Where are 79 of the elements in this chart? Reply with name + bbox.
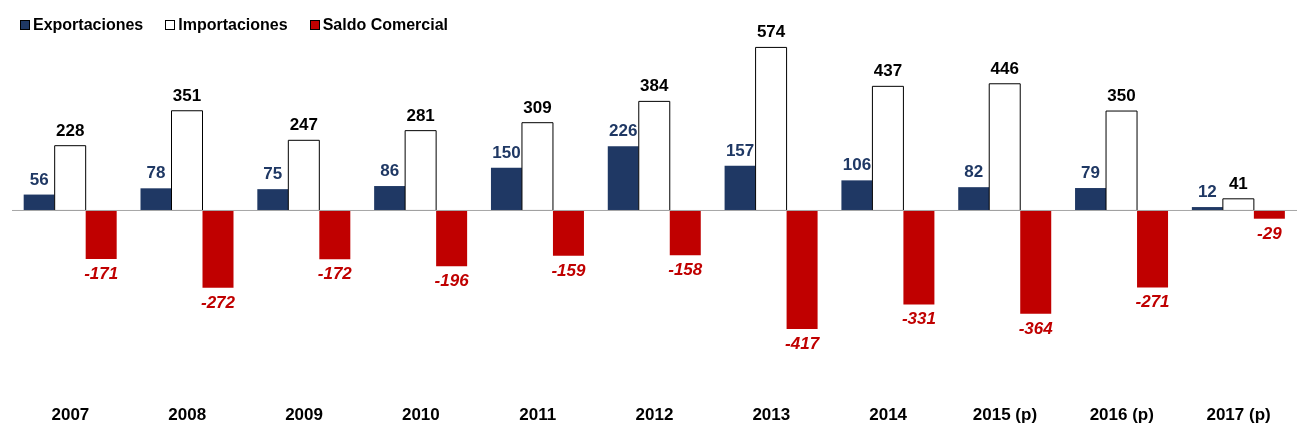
x-tick-label: 2017 (p) bbox=[1206, 405, 1271, 425]
bar bbox=[1253, 210, 1285, 219]
x-tick-label: 2014 bbox=[869, 405, 908, 425]
bar bbox=[958, 187, 990, 211]
data-label: -171 bbox=[84, 264, 119, 284]
legend-label: Saldo Comercial bbox=[322, 16, 448, 34]
bar bbox=[638, 100, 671, 211]
data-label: 309 bbox=[523, 97, 552, 117]
bar bbox=[1020, 210, 1052, 314]
data-label: 574 bbox=[756, 22, 786, 42]
data-label: 247 bbox=[289, 115, 319, 135]
bar bbox=[903, 210, 935, 305]
data-label: -172 bbox=[317, 264, 353, 284]
bar bbox=[669, 210, 701, 256]
data-label: -29 bbox=[1257, 223, 1283, 243]
bar bbox=[85, 210, 117, 260]
data-label: 384 bbox=[640, 76, 669, 96]
bar bbox=[202, 210, 234, 288]
bar bbox=[521, 122, 554, 211]
bar bbox=[1105, 110, 1138, 211]
bar bbox=[1075, 188, 1107, 211]
data-label: 157 bbox=[725, 140, 755, 160]
bar bbox=[1137, 210, 1169, 288]
bar bbox=[988, 83, 1021, 211]
bar bbox=[1222, 198, 1255, 211]
bar bbox=[841, 180, 873, 211]
bar bbox=[786, 210, 818, 329]
x-tick-label: 2007 bbox=[51, 405, 90, 425]
bar bbox=[755, 46, 788, 211]
bar bbox=[140, 188, 172, 211]
data-label: 82 bbox=[964, 162, 984, 182]
bar bbox=[374, 186, 406, 211]
data-label: 351 bbox=[172, 85, 202, 105]
bar bbox=[490, 167, 522, 211]
bar bbox=[257, 189, 289, 211]
data-label: 226 bbox=[609, 121, 638, 141]
bar bbox=[54, 145, 87, 211]
data-label: 41 bbox=[1228, 173, 1248, 193]
x-tick-label: 2009 bbox=[285, 405, 323, 425]
data-label: 12 bbox=[1197, 182, 1217, 202]
data-label: 79 bbox=[1081, 163, 1101, 183]
bar bbox=[23, 194, 55, 211]
bar bbox=[871, 85, 904, 211]
data-label: -331 bbox=[901, 309, 936, 329]
data-label: 281 bbox=[406, 105, 435, 125]
bar bbox=[552, 210, 584, 256]
data-label: -158 bbox=[668, 260, 703, 280]
data-label: -271 bbox=[1135, 292, 1170, 312]
data-label: 106 bbox=[842, 155, 872, 175]
data-label: -196 bbox=[434, 271, 470, 291]
bar bbox=[404, 130, 437, 211]
data-label: -417 bbox=[785, 333, 821, 353]
data-label: 228 bbox=[55, 120, 85, 140]
data-label: 56 bbox=[29, 169, 49, 189]
data-label: 86 bbox=[380, 161, 400, 181]
data-label: 150 bbox=[492, 142, 521, 162]
x-tick-label: 2012 bbox=[635, 405, 674, 425]
x-tick-label: 2011 bbox=[519, 405, 557, 425]
data-label: -272 bbox=[200, 292, 236, 312]
bar bbox=[319, 210, 351, 260]
x-tick-label: 2016 (p) bbox=[1089, 405, 1154, 425]
data-label: 75 bbox=[263, 164, 283, 184]
data-label: -364 bbox=[1018, 318, 1054, 338]
x-tick-label: 2008 bbox=[168, 405, 207, 425]
bar bbox=[287, 139, 320, 211]
x-tick-label: 2010 bbox=[401, 405, 440, 425]
bar bbox=[171, 110, 203, 211]
x-tick-label: 2013 bbox=[752, 405, 791, 425]
data-label: 78 bbox=[146, 163, 166, 183]
data-label: 350 bbox=[1107, 86, 1136, 106]
legend-label: Exportaciones bbox=[33, 16, 144, 34]
bar bbox=[607, 146, 639, 211]
data-label: 446 bbox=[990, 58, 1019, 78]
data-label: 437 bbox=[873, 61, 903, 81]
bar bbox=[436, 210, 468, 267]
data-label: -159 bbox=[551, 260, 587, 280]
x-tick-label: 2015 (p) bbox=[972, 405, 1038, 425]
bar bbox=[724, 165, 756, 211]
legend-label: Importaciones bbox=[178, 16, 288, 34]
